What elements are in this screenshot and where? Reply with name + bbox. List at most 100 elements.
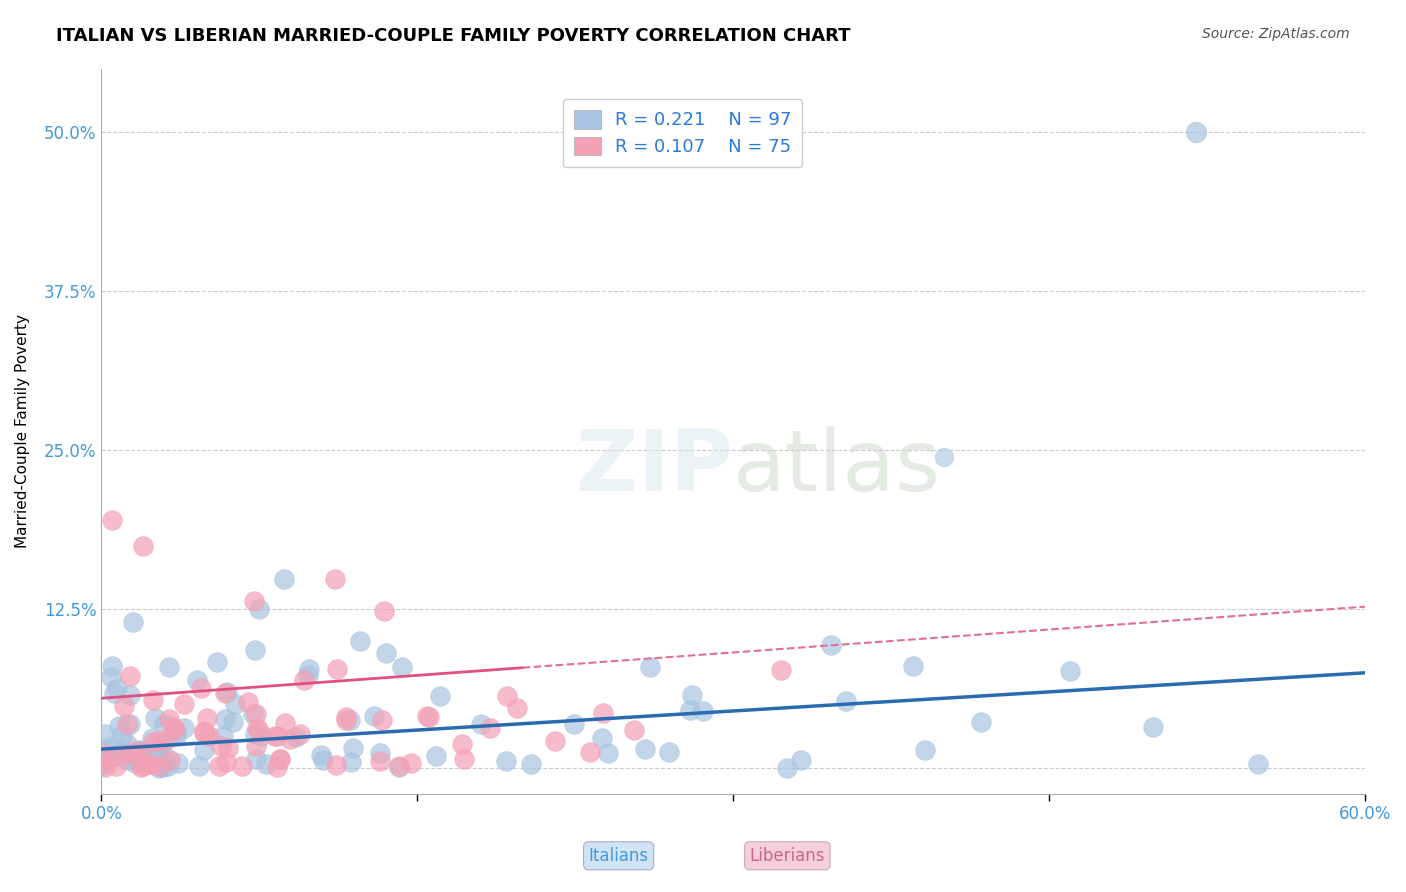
Text: Italians: Italians bbox=[589, 847, 648, 864]
Point bbox=[269, 752, 291, 766]
Point bbox=[249, 730, 271, 744]
Point bbox=[128, 744, 150, 758]
Point bbox=[173, 722, 195, 736]
Point bbox=[932, 450, 955, 464]
Point bbox=[165, 725, 187, 739]
Point bbox=[162, 720, 184, 734]
Point bbox=[312, 753, 335, 767]
Point bbox=[193, 743, 215, 757]
Point bbox=[450, 737, 472, 751]
Text: Source: ZipAtlas.com: Source: ZipAtlas.com bbox=[1202, 27, 1350, 41]
Point bbox=[769, 663, 792, 677]
Point bbox=[146, 749, 169, 764]
Point bbox=[124, 756, 146, 770]
Point bbox=[111, 728, 134, 742]
Point bbox=[335, 710, 357, 724]
Point bbox=[591, 731, 613, 745]
Point bbox=[156, 732, 179, 747]
Point bbox=[205, 655, 228, 669]
Point bbox=[157, 712, 180, 726]
Point bbox=[478, 721, 501, 735]
Point bbox=[544, 734, 567, 748]
Point bbox=[153, 748, 176, 763]
Point bbox=[173, 698, 195, 712]
Point bbox=[820, 638, 842, 652]
Point bbox=[101, 513, 124, 527]
Point bbox=[623, 723, 645, 737]
Point bbox=[373, 604, 395, 618]
Point bbox=[156, 759, 179, 773]
Point bbox=[391, 660, 413, 674]
Point bbox=[157, 660, 180, 674]
Point bbox=[105, 681, 128, 695]
Point bbox=[496, 689, 519, 703]
Point bbox=[335, 713, 357, 727]
Point bbox=[776, 761, 799, 775]
Point bbox=[152, 736, 174, 750]
Point bbox=[790, 753, 813, 767]
Point bbox=[368, 754, 391, 768]
Point bbox=[290, 727, 312, 741]
Point bbox=[418, 709, 440, 723]
Point bbox=[681, 688, 703, 702]
Point bbox=[970, 715, 993, 730]
Point bbox=[1142, 720, 1164, 734]
Point bbox=[506, 700, 529, 714]
Point bbox=[98, 741, 121, 756]
Point bbox=[243, 727, 266, 741]
Point bbox=[638, 660, 661, 674]
Text: ZIP: ZIP bbox=[575, 425, 733, 508]
Point bbox=[214, 712, 236, 726]
Point bbox=[375, 646, 398, 660]
Point bbox=[118, 688, 141, 702]
Point bbox=[278, 731, 301, 746]
Point bbox=[368, 747, 391, 761]
Point bbox=[131, 744, 153, 758]
Point bbox=[98, 752, 121, 766]
Point bbox=[167, 756, 190, 770]
Point bbox=[94, 760, 117, 774]
Point bbox=[679, 703, 702, 717]
Point bbox=[118, 716, 141, 731]
Point bbox=[101, 658, 124, 673]
Point bbox=[835, 694, 858, 708]
Point bbox=[634, 742, 657, 756]
Point bbox=[122, 615, 145, 629]
Point bbox=[363, 709, 385, 723]
Point bbox=[91, 756, 114, 771]
Point bbox=[120, 669, 142, 683]
Point bbox=[901, 659, 924, 673]
Point bbox=[266, 729, 288, 743]
Point bbox=[112, 747, 135, 761]
Point bbox=[188, 759, 211, 773]
Point bbox=[269, 751, 291, 765]
Point bbox=[453, 751, 475, 765]
Point bbox=[1247, 757, 1270, 772]
Point bbox=[217, 741, 239, 756]
Point bbox=[399, 756, 422, 770]
Point bbox=[122, 745, 145, 759]
Point bbox=[388, 759, 411, 773]
Point bbox=[254, 756, 277, 771]
Point bbox=[242, 707, 264, 722]
Point bbox=[125, 749, 148, 764]
Point bbox=[416, 709, 439, 723]
Point bbox=[429, 689, 451, 703]
Point bbox=[132, 539, 155, 553]
Point bbox=[193, 724, 215, 739]
Point bbox=[243, 594, 266, 608]
Point bbox=[425, 748, 447, 763]
Y-axis label: Married-Couple Family Poverty: Married-Couple Family Poverty bbox=[15, 314, 30, 548]
Point bbox=[103, 685, 125, 699]
Point bbox=[143, 711, 166, 725]
Point bbox=[274, 715, 297, 730]
Point bbox=[165, 729, 187, 743]
Point bbox=[135, 756, 157, 771]
Point bbox=[195, 711, 218, 725]
Point bbox=[91, 756, 114, 770]
Point bbox=[209, 739, 232, 753]
Point bbox=[115, 753, 138, 767]
Point bbox=[1059, 664, 1081, 678]
Point bbox=[284, 730, 307, 744]
Point bbox=[592, 706, 614, 721]
